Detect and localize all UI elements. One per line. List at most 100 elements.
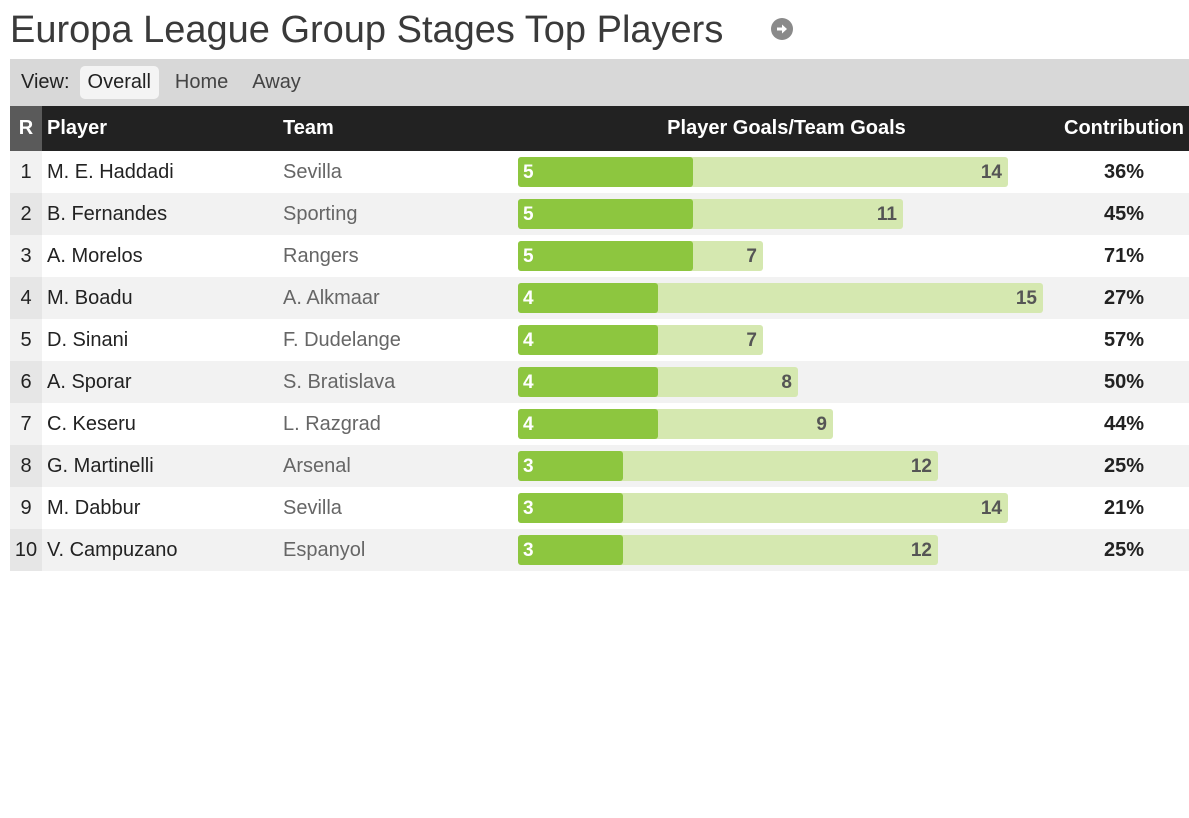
team-goals-label: 8 [781, 372, 792, 393]
table-row: 10 V. Campuzano Espanyol 12 3 25% [10, 529, 1189, 571]
goals-bar-cell: 15 4 [514, 277, 1059, 319]
player-goals-bar: 4 [518, 367, 658, 397]
table-body: 1 M. E. Haddadi Sevilla 14 5 36% 2 B. Fernandes… [10, 151, 1189, 571]
team-name-cell: Rangers [278, 235, 514, 277]
contribution-cell: 44% [1059, 403, 1189, 445]
player-name-cell: G. Martinelli [42, 445, 278, 487]
view-tab-home[interactable]: Home [174, 71, 229, 93]
view-tab-overall[interactable]: Overall [79, 66, 159, 99]
goals-bar-track: 12 3 [514, 451, 1059, 481]
view-label: View: [21, 71, 70, 93]
team-name-cell: L. Razgrad [278, 403, 514, 445]
table-row: 5 D. Sinani F. Dudelange 7 4 57% [10, 319, 1189, 361]
arrow-right-glyph [777, 24, 788, 34]
player-name-cell: C. Keseru [42, 403, 278, 445]
team-goals-label: 15 [1015, 288, 1037, 309]
rank-cell: 7 [10, 403, 42, 445]
title-row: Europa League Group Stages Top Players [10, 0, 794, 58]
goals-bar-track: 14 3 [514, 493, 1059, 523]
player-goals-label: 3 [523, 498, 534, 519]
player-goals-label: 3 [523, 456, 534, 477]
player-goals-bar: 4 [518, 409, 658, 439]
player-goals-label: 4 [523, 330, 534, 351]
player-goals-bar: 5 [518, 157, 693, 187]
contribution-cell: 45% [1059, 193, 1189, 235]
team-name-cell: Espanyol [278, 529, 514, 571]
contribution-cell: 25% [1059, 529, 1189, 571]
team-goals-label: 7 [746, 330, 757, 351]
player-goals-bar: 5 [518, 199, 693, 229]
player-goals-bar: 4 [518, 283, 658, 313]
team-goals-label: 14 [980, 498, 1002, 519]
goals-bar-cell: 12 3 [514, 529, 1059, 571]
rank-cell: 5 [10, 319, 42, 361]
goals-column-header[interactable]: Player Goals/Team Goals [514, 106, 1059, 151]
player-goals-label: 5 [523, 204, 534, 225]
team-column-header[interactable]: Team [278, 106, 514, 151]
team-name-cell: Arsenal [278, 445, 514, 487]
rank-column-header[interactable]: R [10, 106, 42, 151]
team-goals-label: 11 [876, 204, 897, 225]
page-title: Europa League Group Stages Top Players [10, 9, 724, 51]
team-name-cell: S. Bratislava [278, 361, 514, 403]
goals-bar-track: 14 5 [514, 157, 1059, 187]
player-name-cell: M. Dabbur [42, 487, 278, 529]
goals-bar-cell: 14 3 [514, 487, 1059, 529]
team-goals-label: 14 [980, 162, 1002, 183]
rank-cell: 4 [10, 277, 42, 319]
player-name-cell: V. Campuzano [42, 529, 278, 571]
player-goals-label: 4 [523, 288, 534, 309]
view-tab-away[interactable]: Away [252, 71, 301, 93]
player-name-cell: A. Morelos [42, 235, 278, 277]
team-goals-label: 12 [910, 456, 932, 477]
contribution-cell: 50% [1059, 361, 1189, 403]
rank-cell: 3 [10, 235, 42, 277]
player-goals-bar: 3 [518, 451, 623, 481]
team-name-cell: Sporting [278, 193, 514, 235]
rank-cell: 1 [10, 151, 42, 193]
player-goals-label: 5 [523, 246, 534, 267]
player-name-cell: M. Boadu [42, 277, 278, 319]
table-row: 1 M. E. Haddadi Sevilla 14 5 36% [10, 151, 1189, 193]
rank-cell: 2 [10, 193, 42, 235]
contribution-cell: 27% [1059, 277, 1189, 319]
rank-cell: 9 [10, 487, 42, 529]
contribution-cell: 21% [1059, 487, 1189, 529]
table-row: 3 A. Morelos Rangers 7 5 71% [10, 235, 1189, 277]
rank-cell: 8 [10, 445, 42, 487]
arrow-circle-right-icon[interactable] [771, 18, 794, 40]
team-name-cell: Sevilla [278, 487, 514, 529]
player-goals-label: 4 [523, 414, 534, 435]
contribution-column-header[interactable]: Contribution [1059, 106, 1189, 151]
player-name-cell: A. Sporar [42, 361, 278, 403]
player-column-header[interactable]: Player [42, 106, 278, 151]
goals-bar-track: 11 5 [514, 199, 1059, 229]
player-goals-bar: 3 [518, 493, 623, 523]
contribution-cell: 36% [1059, 151, 1189, 193]
goals-bar-track: 12 3 [514, 535, 1059, 565]
top-players-table: R Player Team Player Goals/Team Goals Co… [10, 106, 1189, 571]
team-name-cell: Sevilla [278, 151, 514, 193]
player-goals-label: 5 [523, 162, 534, 183]
player-goals-bar: 5 [518, 241, 693, 271]
table-row: 6 A. Sporar S. Bratislava 8 4 50% [10, 361, 1189, 403]
goals-bar-cell: 11 5 [514, 193, 1059, 235]
rank-cell: 6 [10, 361, 42, 403]
player-goals-bar: 4 [518, 325, 658, 355]
table-row: 2 B. Fernandes Sporting 11 5 45% [10, 193, 1189, 235]
team-goals-label: 7 [746, 246, 757, 267]
player-goals-label: 3 [523, 540, 534, 561]
player-name-cell: B. Fernandes [42, 193, 278, 235]
rank-cell: 10 [10, 529, 42, 571]
view-selector-bar: View: Overall Home Away [10, 59, 1189, 106]
table-row: 8 G. Martinelli Arsenal 12 3 25% [10, 445, 1189, 487]
team-goals-label: 9 [816, 414, 827, 435]
contribution-cell: 25% [1059, 445, 1189, 487]
